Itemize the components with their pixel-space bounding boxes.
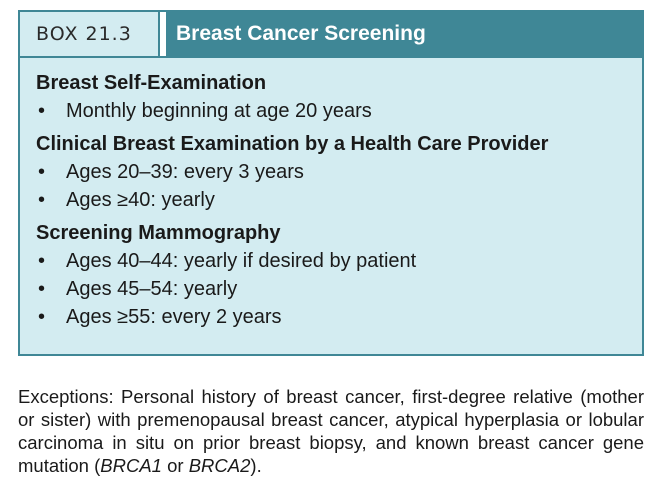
list-item: • Ages 45–54: yearly: [36, 275, 642, 303]
gene-brca2: BRCA2: [188, 454, 251, 476]
bullet: •: [38, 278, 46, 300]
section-title: Breast Self-Examination: [36, 72, 267, 94]
bullet: •: [38, 250, 46, 272]
item-text: Ages ≥40: yearly: [66, 189, 215, 211]
list-item: • Ages 20–39: every 3 years: [36, 158, 642, 186]
bullet: •: [38, 100, 46, 122]
item-text: Ages 45–54: yearly: [66, 278, 238, 300]
box-title: Breast Cancer Screening: [160, 12, 642, 56]
box-number-label: BOX 21.3: [20, 12, 160, 56]
note-or: or: [161, 454, 189, 476]
section-title: Screening Mammography: [36, 222, 281, 244]
exceptions-note: Exceptions: Personal history of breast c…: [18, 385, 644, 477]
note-text: Exceptions: Personal history of breast c…: [18, 385, 644, 476]
item-text: Ages ≥55: every 2 years: [66, 306, 282, 328]
box-content: Breast Self-Examination • Monthly beginn…: [20, 56, 642, 354]
item-text: Ages 20–39: every 3 years: [66, 161, 304, 183]
list-item: • Ages ≥40: yearly: [36, 186, 642, 214]
section-title: Clinical Breast Examination by a Health …: [36, 133, 549, 155]
screening-box: BOX 21.3 Breast Cancer Screening Breast …: [18, 10, 644, 356]
list-item: • Ages ≥55: every 2 years: [36, 303, 642, 331]
box-header: BOX 21.3 Breast Cancer Screening: [20, 12, 642, 56]
gene-brca1: BRCA1: [100, 454, 162, 476]
list-item: • Ages 40–44: yearly if desired by patie…: [36, 247, 642, 275]
item-text: Monthly beginning at age 20 years: [66, 100, 372, 122]
section-clinical-breast-examination: Clinical Breast Examination by a Health …: [36, 131, 642, 214]
item-text: Ages 40–44: yearly if desired by patient: [66, 250, 417, 272]
list-item: • Monthly beginning at age 20 years: [36, 97, 642, 125]
section-breast-self-examination: Breast Self-Examination • Monthly beginn…: [36, 70, 642, 125]
section-screening-mammography: Screening Mammography • Ages 40–44: year…: [36, 220, 642, 331]
note-end: ).: [250, 454, 262, 476]
bullet: •: [38, 189, 46, 211]
bullet: •: [38, 161, 46, 183]
bullet: •: [38, 306, 46, 328]
